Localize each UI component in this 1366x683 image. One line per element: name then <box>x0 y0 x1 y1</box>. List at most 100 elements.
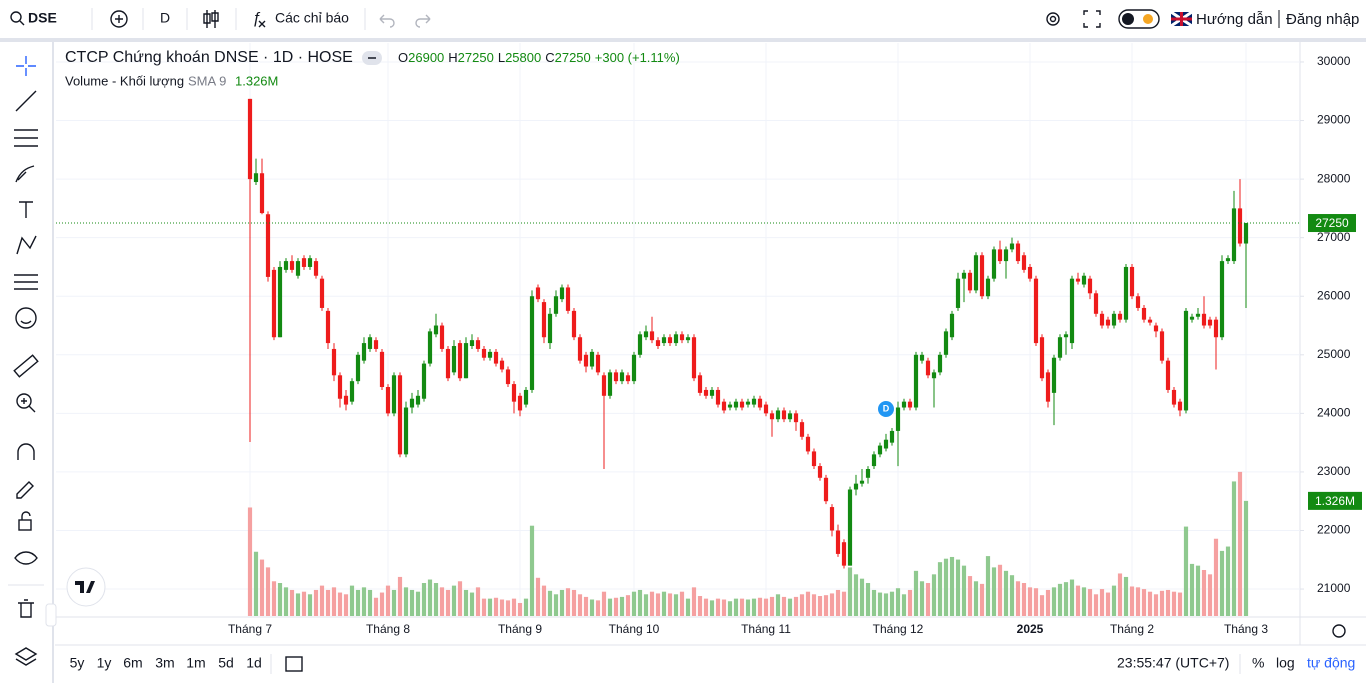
candle-body <box>307 258 313 267</box>
candle-body <box>799 422 805 437</box>
candle-body <box>541 302 547 338</box>
candle-body <box>913 354 919 408</box>
candle-body <box>859 480 865 484</box>
layers-tool[interactable] <box>14 647 38 666</box>
forecast-tool[interactable] <box>14 274 38 290</box>
volume-bar <box>1129 586 1135 616</box>
indicators-button[interactable]: Các chỉ báo <box>275 10 349 26</box>
volume-bar <box>967 576 973 616</box>
volume-bar <box>931 574 937 616</box>
auto-toggle[interactable]: tự động <box>1307 655 1355 671</box>
fullscreen-button[interactable] <box>1083 10 1101 28</box>
logo[interactable] <box>66 567 106 607</box>
volume-bar <box>1009 575 1015 616</box>
delete-tool[interactable] <box>18 599 34 618</box>
candle-body <box>769 413 775 420</box>
candle-body <box>475 340 481 349</box>
visibility-tool[interactable] <box>14 551 38 565</box>
candle-body <box>421 363 427 399</box>
lock-tool[interactable] <box>18 519 32 531</box>
icon-tool[interactable] <box>15 307 37 329</box>
volume-bar <box>859 578 865 616</box>
range-button[interactable]: 1m <box>186 655 205 671</box>
candle-body <box>1087 278 1093 294</box>
volume-bar <box>937 562 943 616</box>
candle-body <box>811 451 817 467</box>
candle-body <box>349 381 355 402</box>
volume-bar <box>1111 585 1117 616</box>
candle-body <box>847 489 853 566</box>
guide-link[interactable]: Hướng dẫn <box>1196 11 1273 28</box>
redo-button[interactable] <box>415 14 431 28</box>
volume-bar <box>757 597 763 616</box>
login-link[interactable]: Đăng nhập <box>1286 11 1359 28</box>
volume-bar <box>727 601 733 616</box>
candle-body <box>793 413 799 423</box>
candle-body <box>1183 310 1189 411</box>
candle-body <box>391 375 397 414</box>
fib-tool[interactable] <box>14 129 38 147</box>
brush-tool[interactable] <box>15 165 35 183</box>
candle-body <box>883 439 889 449</box>
candle-body <box>727 404 733 408</box>
pattern-tool[interactable] <box>16 235 37 255</box>
volume-bar <box>1189 563 1195 616</box>
magnet-tool[interactable] <box>17 443 35 460</box>
candle-body <box>361 343 367 361</box>
percent-toggle[interactable]: % <box>1252 655 1264 671</box>
compare-button[interactable] <box>110 10 128 28</box>
volume-bar <box>1081 587 1087 616</box>
candle-body <box>331 348 337 376</box>
range-button[interactable]: 1d <box>246 655 262 671</box>
volume-bar <box>403 587 409 616</box>
range-button[interactable]: 5d <box>218 655 234 671</box>
x-tick-label: Tháng 2 <box>1110 622 1154 636</box>
axis-settings[interactable] <box>1332 624 1346 638</box>
candle-body <box>763 404 769 414</box>
candle-body <box>889 430 895 443</box>
date-range-button[interactable] <box>285 656 303 672</box>
candle-body <box>931 372 937 379</box>
undo-button[interactable] <box>379 14 395 28</box>
volume-bar <box>1165 589 1171 616</box>
range-button[interactable]: 6m <box>123 655 142 671</box>
fx-icon[interactable]: ƒ <box>252 10 261 27</box>
lock-draw-tool[interactable] <box>16 481 34 499</box>
volume-bar <box>253 551 259 616</box>
zoom-tool[interactable] <box>16 393 32 409</box>
volume-bar <box>829 593 835 616</box>
candle-body <box>985 278 991 297</box>
ohlc-legend: O26900 H27250 L25800 C27250 +300 (+1.11%) <box>398 50 680 65</box>
volume-bar <box>499 599 505 616</box>
search-icon[interactable] <box>10 11 22 23</box>
log-toggle[interactable]: log <box>1276 655 1295 671</box>
legend-value: 27250 <box>555 50 591 65</box>
candle-body <box>385 387 391 414</box>
candle-body <box>601 375 607 396</box>
range-button[interactable]: 1y <box>97 655 112 671</box>
volume-bar <box>1015 581 1021 616</box>
range-button[interactable]: 3m <box>155 655 174 671</box>
candle-body <box>979 255 985 297</box>
chart-type-button[interactable] <box>203 10 219 28</box>
y-tick-label: 24000 <box>1317 406 1351 420</box>
candle-body <box>697 375 703 393</box>
interval[interactable]: D <box>160 10 170 26</box>
x-tick-label: Tháng 12 <box>873 622 924 636</box>
candle-body <box>625 375 631 382</box>
settings-button[interactable] <box>1046 12 1060 26</box>
ruler-tool[interactable] <box>13 354 39 378</box>
crosshair-tool[interactable] <box>16 56 36 76</box>
volume-bar <box>589 599 595 616</box>
symbol[interactable]: DSE <box>28 10 57 26</box>
trendline-tool[interactable] <box>15 90 37 112</box>
text-tool[interactable] <box>19 201 33 218</box>
volume-bar <box>883 593 889 616</box>
range-button[interactable]: 5y <box>70 655 85 671</box>
candle-body <box>481 348 487 358</box>
volume-bar <box>553 594 559 616</box>
volume-bar <box>901 594 907 616</box>
left-toolbar <box>8 42 54 683</box>
candle-body <box>505 369 511 385</box>
collapse-handle[interactable] <box>45 603 57 627</box>
